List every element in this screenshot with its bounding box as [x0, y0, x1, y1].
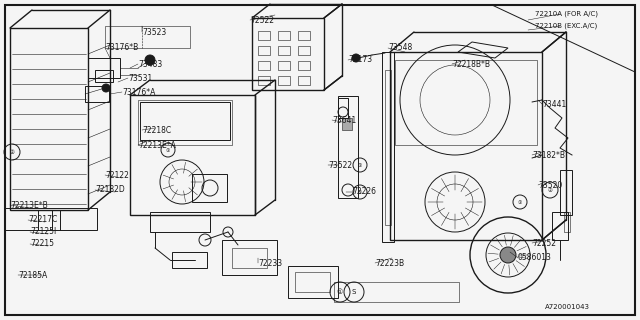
Bar [150, 212, 210, 232]
Bar [278, 61, 290, 70]
Text: 73520: 73520 [538, 180, 563, 189]
Bar [140, 102, 230, 140]
Bar [95, 70, 113, 82]
Bar [130, 95, 255, 215]
Bar [395, 60, 537, 145]
Bar [278, 31, 290, 40]
Text: 73641: 73641 [332, 116, 356, 124]
Text: ①: ① [518, 199, 522, 204]
Text: 72210B (EXC.A/C): 72210B (EXC.A/C) [535, 23, 597, 29]
Circle shape [500, 247, 516, 263]
Text: ①: ① [358, 163, 362, 167]
Bar [298, 46, 310, 55]
Text: 72233: 72233 [258, 259, 282, 268]
Bar [564, 212, 570, 232]
Bar [258, 46, 270, 55]
Bar [338, 96, 358, 198]
Text: ②: ② [548, 188, 552, 193]
Text: 72210A (FOR A/C): 72210A (FOR A/C) [535, 11, 598, 17]
Text: 72122: 72122 [105, 171, 129, 180]
Text: 72173: 72173 [348, 55, 372, 65]
Text: 72217C: 72217C [28, 215, 57, 225]
Bar [334, 282, 459, 302]
Text: ①: ① [358, 189, 362, 195]
Text: 73548: 73548 [388, 44, 412, 52]
Bar [138, 100, 232, 145]
Text: 73523: 73523 [142, 28, 166, 36]
Text: 72185A: 72185A [18, 270, 47, 279]
Bar [560, 170, 572, 215]
Bar [88, 58, 120, 78]
Bar [298, 31, 310, 40]
Bar [252, 18, 324, 90]
Bar [258, 31, 270, 40]
Bar [288, 266, 338, 298]
Text: 73483: 73483 [138, 60, 163, 68]
Text: 72522: 72522 [250, 15, 274, 25]
Bar [295, 272, 330, 292]
Text: 72218C: 72218C [142, 125, 171, 134]
Text: 72213E*B: 72213E*B [10, 201, 48, 210]
Bar [258, 61, 270, 70]
Text: 72218B*B: 72218B*B [452, 60, 490, 68]
Text: 72125I: 72125I [30, 228, 56, 236]
Bar [10, 28, 88, 210]
Bar [172, 252, 207, 268]
Circle shape [145, 55, 155, 65]
Text: S: S [352, 289, 356, 295]
Text: 73441: 73441 [542, 100, 566, 108]
Bar [278, 46, 290, 55]
Bar [232, 248, 267, 268]
Text: 73522: 73522 [328, 161, 352, 170]
Bar [342, 118, 352, 130]
Bar [278, 76, 290, 85]
Circle shape [102, 84, 110, 92]
Text: 72213E*A: 72213E*A [138, 140, 176, 149]
Text: 73176*A: 73176*A [122, 87, 156, 97]
Bar [192, 174, 227, 202]
Bar [390, 52, 542, 240]
Bar [338, 98, 348, 118]
Text: A720001043: A720001043 [545, 304, 590, 310]
Bar [385, 70, 391, 225]
Text: 72226: 72226 [352, 188, 376, 196]
Bar [222, 240, 277, 275]
Text: 72223B: 72223B [375, 259, 404, 268]
Bar [85, 86, 109, 102]
Bar [298, 76, 310, 85]
Text: 73531: 73531 [128, 74, 152, 83]
Text: ①: ① [166, 148, 170, 153]
Text: 72215: 72215 [30, 239, 54, 249]
Text: 73182*B: 73182*B [532, 150, 565, 159]
Text: ②: ② [10, 149, 15, 155]
Bar [382, 52, 394, 242]
Bar [105, 26, 190, 48]
Text: ①: ① [337, 289, 343, 295]
Text: 73176*B: 73176*B [105, 44, 138, 52]
Text: 72182D: 72182D [95, 186, 125, 195]
Text: 72252: 72252 [532, 238, 556, 247]
Bar [552, 212, 568, 240]
Bar [298, 61, 310, 70]
Bar [258, 76, 270, 85]
Text: 0586013: 0586013 [518, 253, 552, 262]
Bar [5, 208, 97, 230]
Circle shape [352, 54, 360, 62]
